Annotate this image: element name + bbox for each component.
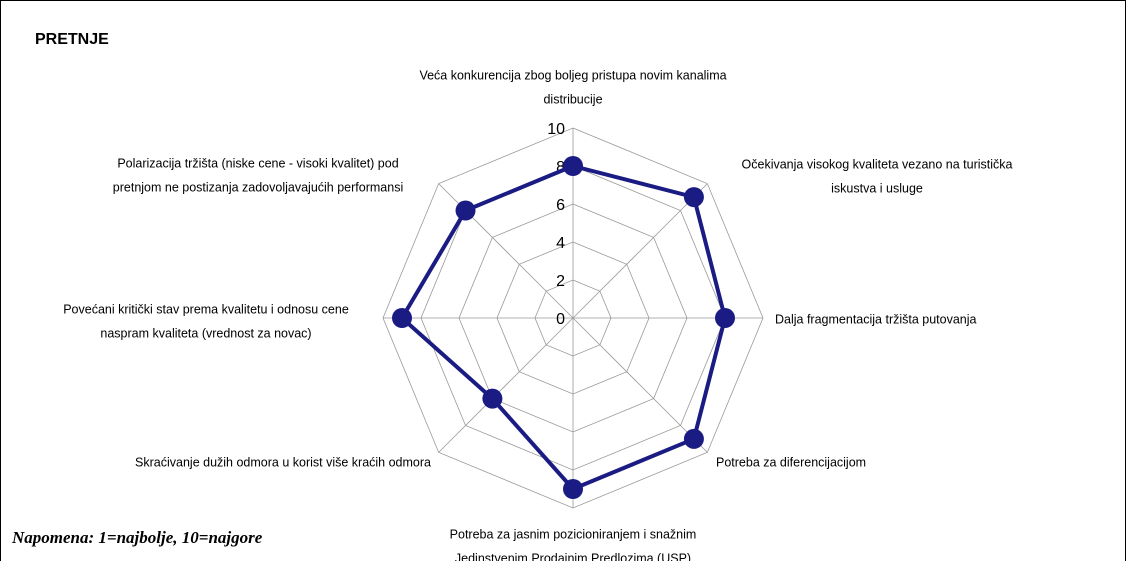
tick-label: 6	[556, 197, 565, 214]
marker	[563, 479, 583, 499]
category-label: Polarizacija tržišta (niske cene - visok…	[117, 156, 398, 170]
note: Napomena: 1=najbolje, 10=najgore	[11, 528, 263, 547]
marker	[455, 200, 476, 221]
category-label: Jedinstvenim Prodajnim Predlozima (USP)	[455, 551, 691, 561]
tick-label: 4	[556, 235, 565, 252]
marker	[683, 428, 704, 449]
marker	[683, 187, 704, 208]
tick-label: 0	[556, 311, 565, 328]
category-label: Potreba za jasnim pozicioniranjem i snaž…	[450, 527, 697, 541]
marker	[715, 308, 735, 328]
category-label: Potreba za diferencijacijom	[716, 455, 866, 469]
spoke	[438, 317, 574, 453]
spoke	[572, 183, 708, 319]
marker	[482, 388, 503, 409]
category-label: iskustva i usluge	[831, 181, 923, 195]
category-label: distribucije	[543, 92, 602, 106]
category-label: Povećani kritički stav prema kvalitetu i…	[63, 302, 349, 316]
category-label: Očekivanja visokog kvaliteta vezano na t…	[742, 157, 1013, 171]
category-label: naspram kvaliteta (vrednost za novac)	[100, 326, 311, 340]
marker	[563, 156, 583, 176]
tick-label: 8	[556, 159, 565, 176]
category-label: Veća konkurencija zbog boljeg pristupa n…	[419, 68, 726, 82]
tick-label: 10	[547, 121, 565, 138]
tick-label: 2	[556, 273, 565, 290]
spoke	[572, 317, 708, 453]
category-label: pretnjom ne postizanja zadovoljavajućih …	[113, 180, 403, 194]
category-label: Skraćivanje dužih odmora u korist više k…	[135, 455, 431, 469]
chart-title: PRETNJE	[35, 31, 109, 48]
marker	[392, 308, 412, 328]
category-label: Dalja fragmentacija tržišta putovanja	[775, 312, 977, 326]
